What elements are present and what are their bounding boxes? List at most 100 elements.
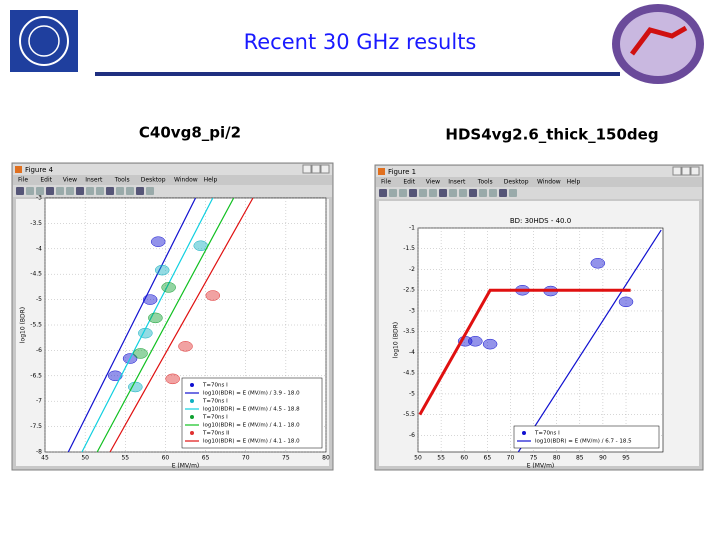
- menu-item[interactable]: Edit: [403, 179, 415, 186]
- y-tick-label: -1: [409, 225, 415, 232]
- y-tick-label: -5: [36, 296, 42, 303]
- toolbar-button[interactable]: [16, 187, 24, 195]
- y-tick-label: -5.5: [30, 322, 42, 329]
- y-tick-label: -5: [409, 390, 415, 397]
- y-axis-label: log10 (BDR): [393, 322, 400, 358]
- toolbar-button[interactable]: [499, 189, 507, 197]
- x-tick-label: 55: [121, 455, 129, 462]
- x-tick-label: 90: [599, 455, 607, 462]
- y-tick-label: -3: [409, 307, 415, 314]
- x-tick-label: 65: [484, 455, 492, 462]
- menu-item[interactable]: View: [63, 177, 77, 184]
- data-point: [154, 264, 170, 276]
- menu-item[interactable]: Desktop: [504, 179, 529, 186]
- data-point: [161, 282, 176, 293]
- toolbar-button[interactable]: [106, 187, 114, 195]
- menu-item[interactable]: Edit: [40, 177, 52, 184]
- toolbar-button[interactable]: [136, 187, 144, 195]
- y-tick-label: -7.5: [30, 423, 42, 430]
- toolbar-button[interactable]: [419, 189, 427, 197]
- toolbar-button[interactable]: [489, 189, 497, 197]
- legend-entry: log10(BDR) = E (MV/m) / 6.7 - 18.5: [535, 439, 632, 445]
- toolbar-button[interactable]: [46, 187, 54, 195]
- toolbar-button[interactable]: [146, 187, 154, 195]
- data-point: [205, 290, 221, 301]
- menu-item[interactable]: Window: [174, 177, 198, 184]
- legend-swatch: [190, 431, 194, 435]
- data-point: [150, 236, 166, 247]
- menu-item[interactable]: Desktop: [141, 177, 166, 184]
- ctf3-logo: [612, 4, 704, 84]
- menu-item[interactable]: Insert: [85, 177, 103, 184]
- toolbar-button[interactable]: [509, 189, 517, 197]
- data-point: [133, 348, 148, 359]
- logo-bg: [10, 10, 78, 72]
- data-point: [108, 370, 123, 382]
- toolbar-button[interactable]: [36, 187, 44, 195]
- toolbar-button[interactable]: [56, 187, 64, 195]
- menu-item[interactable]: Help: [567, 179, 581, 186]
- slide-title: Recent 30 GHz results: [244, 30, 477, 54]
- legend-entry: T=70ns I: [534, 431, 560, 437]
- menu-item[interactable]: Insert: [448, 179, 466, 186]
- y-tick-label: -2.5: [403, 287, 415, 294]
- logo-ring: [19, 16, 69, 66]
- toolbar-button[interactable]: [126, 187, 134, 195]
- y-tick-label: -6: [36, 347, 42, 354]
- data-line: [96, 198, 235, 452]
- toolbar-button[interactable]: [479, 189, 487, 197]
- data-point: [618, 296, 634, 308]
- y-tick-label: -6: [409, 432, 415, 439]
- toolbar-button[interactable]: [66, 187, 74, 195]
- toolbar-button[interactable]: [439, 189, 447, 197]
- toolbar-button[interactable]: [76, 187, 84, 195]
- menu-item[interactable]: Window: [537, 179, 561, 186]
- toolbar-button[interactable]: [379, 189, 387, 197]
- logo-ring: [28, 25, 60, 57]
- x-tick-label: 70: [242, 455, 250, 462]
- y-tick-label: -3: [36, 195, 42, 202]
- y-tick-label: -1.5: [403, 245, 415, 252]
- y-tick-label: -4.5: [30, 271, 42, 278]
- toolbar-button[interactable]: [459, 189, 467, 197]
- window-button: [690, 166, 700, 176]
- menu-item[interactable]: Help: [204, 177, 218, 184]
- toolbar-button[interactable]: [116, 187, 124, 195]
- menu-item[interactable]: File: [381, 179, 391, 186]
- panel-caption: HDS4vg2.6_thick_150deg: [445, 126, 658, 144]
- x-tick-label: 55: [437, 455, 445, 462]
- window-titlebar: [13, 164, 332, 175]
- toolbar-button[interactable]: [86, 187, 94, 195]
- y-tick-label: -6.5: [30, 372, 42, 379]
- legend-box: [513, 425, 660, 449]
- series-layer: [67, 198, 254, 452]
- y-tick-label: -8: [36, 449, 42, 456]
- menu-item[interactable]: Tools: [477, 179, 493, 186]
- toolbar-button[interactable]: [469, 189, 477, 197]
- x-tick-label: 50: [81, 455, 89, 462]
- window-button: [302, 164, 312, 174]
- window-button: [672, 166, 682, 176]
- toolbar-button[interactable]: [389, 189, 397, 197]
- menu-item[interactable]: File: [18, 177, 28, 184]
- data-point: [178, 341, 193, 352]
- x-tick-label: 80: [553, 455, 561, 462]
- y-tick-label: -7: [36, 398, 42, 405]
- x-tick-label: 60: [460, 455, 468, 462]
- x-tick-label: 45: [41, 455, 49, 462]
- x-tick-label: 65: [202, 455, 210, 462]
- data-line: [67, 198, 197, 452]
- toolbar-button[interactable]: [399, 189, 407, 197]
- window-title: Figure 1: [388, 168, 416, 176]
- series-layer: [418, 229, 662, 452]
- menu-item[interactable]: View: [426, 179, 440, 186]
- toolbar-button[interactable]: [96, 187, 104, 195]
- toolbar-button[interactable]: [449, 189, 457, 197]
- y-tick-label: -5.5: [403, 411, 415, 418]
- toolbar-button[interactable]: [409, 189, 417, 197]
- legend-entry: log10(BDR) = E (MV/m) / 4.1 - 18.0: [203, 423, 300, 429]
- menu-item[interactable]: Tools: [114, 177, 130, 184]
- x-tick-label: 60: [162, 455, 170, 462]
- toolbar-button[interactable]: [26, 187, 34, 195]
- toolbar-button[interactable]: [429, 189, 437, 197]
